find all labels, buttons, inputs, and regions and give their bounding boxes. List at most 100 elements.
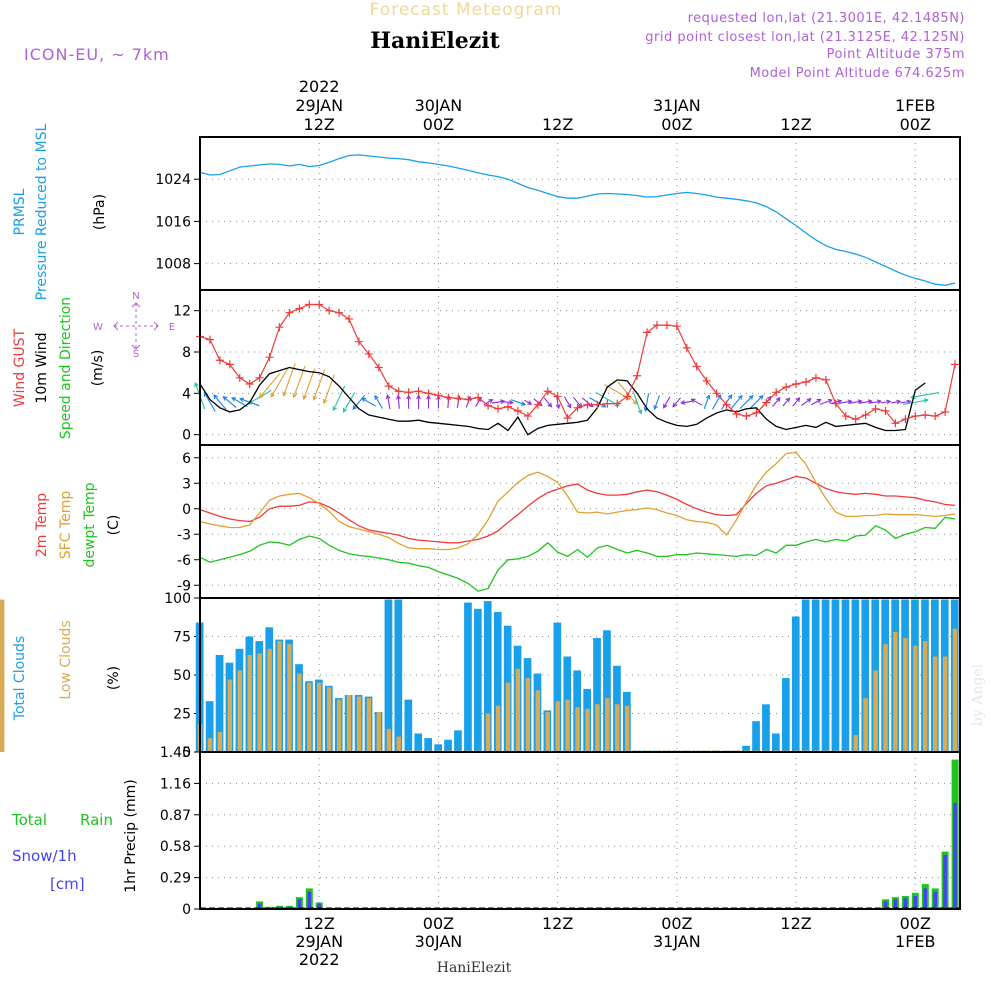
low-cloud-bar (625, 705, 630, 752)
clouds-ytick-label: 75 (173, 630, 191, 646)
watermark: by Angel (970, 663, 986, 726)
gust-marker (215, 356, 224, 365)
low-cloud-bar (247, 655, 252, 752)
wind-direction-arrowhead (555, 404, 561, 410)
total-cloud-bar (384, 599, 393, 752)
wind-direction-arrowhead (588, 402, 594, 408)
low-cloud-bar (903, 638, 908, 752)
gust-marker (643, 328, 652, 337)
low-cloud-bar (952, 628, 958, 752)
wind-direction-arrowhead (795, 397, 801, 403)
low-cloud-bar (495, 705, 501, 752)
gust-marker (444, 393, 453, 402)
low-cloud-bar (297, 673, 302, 752)
wind-direction-arrow (800, 398, 812, 406)
snow-bar (943, 854, 947, 909)
bottom-time-label: 00Z (661, 914, 692, 933)
gust-marker (374, 363, 383, 372)
wind-direction-arrow (819, 399, 833, 405)
total-cloud-bar (791, 616, 800, 752)
temp2m-label: 2m Temp (34, 493, 50, 557)
wind-direction-arrowhead (758, 394, 764, 400)
low-cloud-bar (853, 735, 858, 752)
low-cloud-bar (277, 641, 282, 752)
pressure-ytick-label: 1016 (155, 214, 191, 230)
pressure-msl-label: Pressure Reduced to MSL (34, 123, 50, 300)
wind-direction-arrowhead (488, 399, 494, 404)
low-cloud-bar (267, 648, 272, 752)
precip-ytick-label: 1.16 (160, 776, 191, 792)
gust-marker (315, 300, 324, 309)
low-cloud-bar (873, 670, 878, 752)
wind-direction-arrowhead (896, 399, 902, 405)
wind-direction-arrow (870, 400, 881, 404)
precip-snow-unit: [cm] (50, 875, 85, 893)
pressure-unit: (hPa) (92, 194, 108, 230)
gust-marker (672, 322, 681, 331)
bottom-time-label: 00Z (900, 914, 931, 933)
sfc-temp-label: SFC Temp (58, 491, 74, 560)
gust-marker (563, 414, 572, 423)
gust-marker (951, 360, 960, 369)
wind-direction-arrow (303, 368, 316, 400)
bottom-time-label: 12Z (780, 914, 811, 933)
gust-label: Wind GUST (12, 328, 28, 407)
wind-direction-arrowhead (332, 406, 337, 412)
top-time-label: 12Z (304, 115, 335, 134)
clouds-panel: 0 25 50 75 100 (0, 591, 961, 761)
snow-bar (257, 903, 262, 909)
wind-direction-arrow (204, 392, 216, 412)
top-time-label: 00Z (900, 115, 931, 134)
clouds-ytick-label: 50 (173, 668, 191, 684)
wind-direction-arrowhead (270, 392, 275, 398)
gust-marker (354, 337, 363, 346)
top-time-label: 29JAN (295, 96, 343, 115)
gust-marker (335, 308, 344, 317)
wind-direction-arrow (849, 400, 862, 404)
clouds-ytick-label: 100 (164, 591, 191, 607)
wind-direction-arrowhead (766, 395, 772, 401)
gust-marker (921, 411, 930, 420)
snow-bar (297, 899, 302, 909)
gust-marker (772, 388, 781, 397)
gust-marker (623, 392, 632, 401)
wind-direction-arrow (782, 397, 790, 407)
total-cloud-bar (424, 738, 432, 752)
compass-north: N (132, 291, 139, 302)
gust-marker (474, 393, 483, 402)
wind-direction-arrowhead (292, 393, 298, 399)
wind-direction-arrowhead (239, 397, 245, 403)
low-cloud-bar (227, 679, 232, 752)
wind-direction-arrow (712, 394, 722, 410)
gust-marker (891, 419, 900, 428)
wind-direction-arrowhead (302, 394, 308, 400)
low-cloud-bar (555, 701, 560, 752)
low-cloud-bar (237, 670, 242, 752)
wind-ytick-label: 4 (182, 386, 191, 402)
snow-bar (933, 891, 937, 909)
wind-direction-arrowhead (837, 399, 843, 404)
gust-marker (255, 373, 264, 382)
gust-marker (265, 353, 274, 362)
compass-south: S (133, 349, 139, 360)
top-time-label: 2022 (299, 77, 340, 96)
gust-marker (454, 394, 463, 403)
wind-direction-arrow (270, 368, 289, 398)
wind-direction-arrow (703, 395, 710, 410)
low-clouds-label: Low Clouds (58, 620, 74, 699)
gust-marker (225, 360, 234, 369)
low-cloud-bar (545, 712, 550, 752)
snow-bar (893, 899, 898, 909)
low-cloud-bar (525, 678, 531, 752)
bottom-time-label: 12Z (542, 914, 573, 933)
wind-direction-arrow (503, 401, 513, 404)
requested-coords: requested lon,lat (21.3001E, 42.1485N) (688, 11, 965, 26)
bottom-time-label: 2022 (299, 950, 340, 969)
low-cloud-bar (615, 704, 620, 752)
low-cloud-bar (923, 641, 928, 752)
wind-direction-arrow (342, 392, 356, 413)
gust-marker (633, 371, 642, 380)
temp-ytick-label: 6 (182, 451, 191, 467)
model-label: ICON-EU, ~ 7km (24, 45, 170, 64)
total-cloud-bar (444, 739, 452, 752)
